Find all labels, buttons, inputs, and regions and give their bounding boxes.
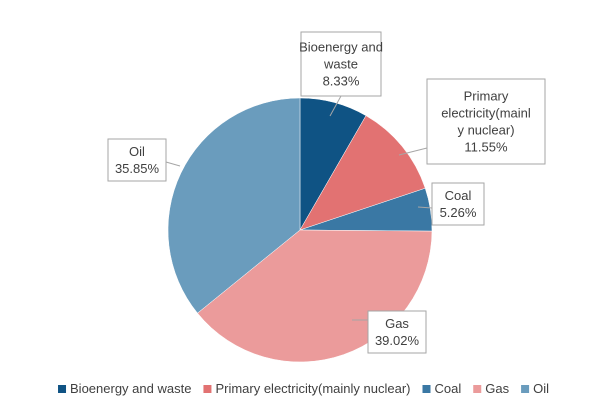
legend-swatch (521, 385, 530, 393)
legend-label: Gas (485, 381, 509, 396)
data-label-value: 35.85% (115, 161, 160, 176)
data-label-category: Bioenergy and (299, 40, 383, 55)
data-label-gas: Gas 39.02% (367, 310, 427, 354)
data-label-box (107, 138, 167, 182)
data-label-oil: Oil 35.85% (107, 138, 167, 182)
data-label-coal: Coal 5.26% (431, 182, 485, 226)
leader-line-primary-electricity-mainly-nuclear (398, 147, 428, 156)
pie-slice-oil (167, 97, 301, 314)
data-label-value: 5.26% (440, 205, 477, 220)
leader-line-bioenergy-and-waste (329, 95, 342, 117)
leader-line-oil (165, 161, 181, 167)
leader-line-coal (417, 206, 433, 209)
data-label-category: waste (323, 57, 358, 72)
data-label-box (300, 31, 382, 97)
label-leader-lines (165, 95, 433, 321)
data-label-category: Coal (445, 188, 472, 203)
legend-swatch (58, 385, 67, 393)
data-labels: Bioenergy and waste 8.33% Primary electricit… (107, 31, 546, 354)
data-label-box (431, 182, 485, 226)
legend-swatch (422, 385, 431, 393)
legend-label: Bioenergy and waste (70, 381, 191, 396)
legend-item-coal: Coal (422, 381, 461, 396)
data-label-value: 8.33% (323, 74, 360, 89)
legend-swatch (203, 385, 212, 393)
data-label-category: y nuclear) (457, 123, 514, 138)
data-label-category: electricity(mainl (441, 106, 531, 121)
pie-slice-primary-electricity-mainly-nuclear (299, 115, 426, 231)
data-label-box (426, 78, 546, 165)
legend-label: Primary electricity(mainly nuclear) (215, 381, 410, 396)
data-label-box (367, 310, 427, 354)
legend-item-gas: Gas (473, 381, 510, 396)
data-label-bioenergy-and-waste: Bioenergy and waste 8.33% (299, 31, 383, 97)
legend-label: Oil (533, 381, 549, 396)
legend-item-primary-electricity-mainly-nuclear: Primary electricity(mainly nuclear) (203, 381, 410, 396)
data-label-category: Oil (129, 144, 145, 159)
data-label-value: 11.55% (464, 140, 508, 155)
legend: Bioenergy and waste Primary electricity(m… (58, 381, 549, 396)
legend-item-oil: Oil (521, 381, 549, 396)
data-label-category: Gas (385, 316, 409, 331)
data-label-category: Primary (464, 89, 509, 104)
data-label-value: 39.02% (375, 333, 420, 348)
legend-swatch (473, 385, 482, 393)
legend-item-bioenergy-and-waste: Bioenergy and waste (58, 381, 191, 396)
legend-label: Coal (434, 381, 461, 396)
data-label-primary-electricity-mainly-nuclear: Primary electricity(mainl y nuclear) 11.55% (426, 78, 546, 165)
